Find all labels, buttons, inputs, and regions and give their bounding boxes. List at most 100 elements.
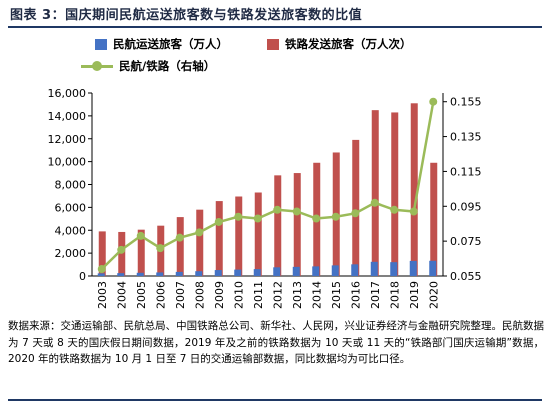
civil-bar bbox=[97, 273, 105, 276]
rail-bar bbox=[176, 217, 184, 276]
y-right-tick-label: 0.135 bbox=[450, 131, 482, 144]
bottom-divider bbox=[8, 399, 542, 401]
x-tick-label: 2003 bbox=[96, 281, 109, 309]
x-tick-label: 2005 bbox=[135, 281, 148, 309]
y-left-tick-label: 8,000 bbox=[55, 179, 87, 192]
ratio-point bbox=[409, 207, 418, 216]
title-divider bbox=[8, 26, 542, 28]
x-tick-label: 2006 bbox=[154, 281, 167, 309]
rail-bar bbox=[391, 112, 399, 276]
rail-bar bbox=[98, 231, 106, 276]
ratio-point bbox=[234, 212, 243, 221]
ratio-point bbox=[195, 228, 204, 237]
legend-swatch-civil bbox=[95, 38, 107, 50]
legend-item-rail: 铁路发送旅客（万人次） bbox=[267, 36, 412, 52]
y-right-tick-label: 0.155 bbox=[450, 96, 482, 109]
civil-bar bbox=[234, 269, 242, 276]
civil-bar bbox=[253, 269, 261, 276]
y-left-tick-label: 16,000 bbox=[48, 87, 87, 100]
ratio-point bbox=[390, 205, 399, 214]
ratio-point bbox=[253, 214, 262, 223]
rail-bar bbox=[371, 110, 379, 276]
rail-bar bbox=[118, 231, 126, 276]
ratio-line bbox=[100, 101, 435, 270]
x-tick-label: 2015 bbox=[330, 281, 343, 309]
x-tick-label: 2018 bbox=[388, 281, 401, 309]
figure-title: 图表 3：国庆期间民航运送旅客数与铁路发送旅客数的比值 bbox=[10, 8, 363, 23]
x-tick-label: 2010 bbox=[232, 281, 245, 309]
y-left-tick-label: 2,000 bbox=[55, 247, 87, 260]
ratio-point bbox=[214, 217, 223, 226]
y-left-tick-label: 6,000 bbox=[55, 201, 87, 214]
civil-bar bbox=[429, 260, 437, 276]
x-tick-label: 2004 bbox=[115, 281, 128, 309]
chart-canvas: 0 2,000 4,000 6,000 8,000 10,000 12,000 14,000 1… bbox=[48, 87, 482, 309]
civil-bar bbox=[156, 272, 164, 276]
rail-bar bbox=[352, 139, 360, 276]
civil-bar bbox=[214, 270, 222, 276]
ratio-point bbox=[429, 97, 438, 106]
x-tick-label: 2007 bbox=[174, 281, 187, 309]
y-right-tick-label: 0.095 bbox=[450, 200, 482, 213]
civil-bar bbox=[409, 260, 417, 276]
civil-bar bbox=[351, 264, 359, 276]
civil-bar bbox=[136, 272, 144, 276]
source-note: 数据来源：交通运输部、民航总局、中国铁路总公司、新华社、人民网，兴业证券经济与金… bbox=[8, 320, 544, 365]
civil-bar bbox=[370, 261, 378, 276]
x-tick-label: 2009 bbox=[213, 281, 226, 309]
civil-bar bbox=[312, 266, 320, 276]
y-left-tick-label: 0 bbox=[79, 270, 86, 283]
x-tick-label: 2016 bbox=[349, 281, 362, 309]
ratio-point bbox=[331, 212, 340, 221]
y-right-tick-label: 0.055 bbox=[450, 270, 482, 283]
rail-bar bbox=[137, 229, 145, 276]
y-left-tick-label: 4,000 bbox=[55, 224, 87, 237]
y-right-tick-label: 0.115 bbox=[450, 165, 482, 178]
legend-swatch-rail bbox=[267, 38, 279, 50]
x-tick-label: 2014 bbox=[310, 281, 323, 309]
ratio-point bbox=[351, 209, 360, 218]
legend-label-rail: 铁路发送旅客（万人次） bbox=[285, 37, 412, 51]
ratio-point bbox=[273, 205, 282, 214]
ratio-point bbox=[175, 233, 184, 242]
civil-bar bbox=[195, 271, 203, 276]
y-left-tick-label: 14,000 bbox=[48, 110, 87, 123]
ratio-point bbox=[312, 214, 321, 223]
x-tick-label: 2019 bbox=[408, 281, 421, 309]
y-left-tick-label: 12,000 bbox=[48, 133, 87, 146]
civil-bar bbox=[331, 265, 339, 276]
civil-bar bbox=[117, 273, 125, 276]
x-tick-label: 2012 bbox=[271, 281, 284, 309]
x-tick-label: 2013 bbox=[291, 281, 304, 309]
legend-item-ratio: 民航/铁路（右轴） bbox=[81, 58, 215, 74]
rail-bar bbox=[410, 103, 418, 276]
ratio-point bbox=[97, 265, 106, 274]
y-left-tick-label: 10,000 bbox=[48, 156, 87, 169]
ratio-point bbox=[370, 198, 379, 207]
rail-bar bbox=[215, 201, 223, 276]
rail-bar bbox=[196, 209, 204, 276]
rail-bar bbox=[235, 196, 243, 276]
x-tick-label: 2020 bbox=[427, 281, 440, 309]
rail-bar bbox=[430, 162, 438, 276]
civil-bar bbox=[273, 267, 281, 276]
y-right-tick-label: 0.075 bbox=[450, 235, 482, 248]
civil-bar bbox=[390, 262, 398, 276]
civil-bar bbox=[292, 266, 300, 276]
ratio-point bbox=[156, 244, 165, 253]
legend-label-ratio: 民航/铁路（右轴） bbox=[119, 59, 216, 73]
ratio-point bbox=[117, 245, 126, 254]
civil-bar bbox=[175, 271, 183, 276]
rail-bar bbox=[274, 175, 282, 276]
ratio-point bbox=[292, 207, 301, 216]
legend-label-civil: 民航运送旅客（万人） bbox=[113, 37, 228, 51]
x-tick-label: 2008 bbox=[193, 281, 206, 309]
rail-bar bbox=[293, 173, 301, 276]
rail-bar bbox=[254, 192, 262, 276]
ratio-point bbox=[136, 231, 145, 240]
x-tick-label: 2011 bbox=[252, 281, 265, 309]
legend-swatch-ratio bbox=[81, 61, 113, 72]
legend-item-civil: 民航运送旅客（万人） bbox=[95, 36, 228, 52]
x-tick-label: 2017 bbox=[369, 281, 382, 309]
